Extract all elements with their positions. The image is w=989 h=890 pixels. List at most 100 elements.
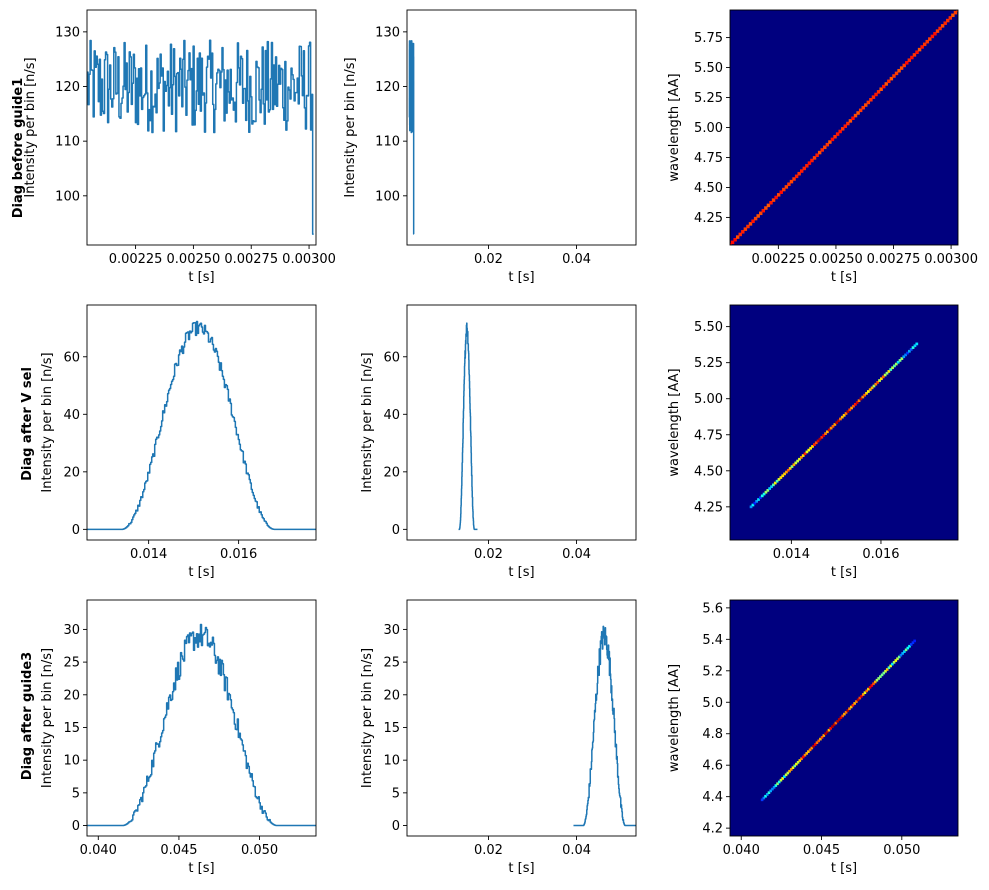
heatmap-cell xyxy=(779,190,783,194)
heatmap-cell xyxy=(904,353,907,357)
heatmap-cell xyxy=(850,406,853,410)
heatmap-cell xyxy=(911,641,915,645)
heatmap-cell xyxy=(877,677,880,680)
x-axis-label: t [s] xyxy=(188,565,214,580)
heatmap-cell xyxy=(889,664,892,668)
heatmap-cell xyxy=(811,445,814,448)
heatmap-cell xyxy=(825,142,830,147)
heatmap-cell xyxy=(807,750,810,753)
subplot-row2-col2: 0.02 0.04 0 20 40 60 t [s] Intensity per bin [n… xyxy=(360,304,637,580)
heatmap-cell xyxy=(777,478,781,481)
heatmap-cell xyxy=(831,424,835,428)
y-tick-label: 4.25 xyxy=(694,500,723,515)
heatmap-cell xyxy=(764,490,768,494)
heatmap-cells xyxy=(749,342,919,509)
heatmap-cell xyxy=(853,402,857,406)
heatmap-cell xyxy=(871,95,876,99)
x-axis-label: t [s] xyxy=(831,270,857,285)
y-axis-label: wavelength [AA] xyxy=(667,73,682,181)
y-axis-label: Intensity per bin [n/s] xyxy=(23,57,38,197)
heatmap-cell xyxy=(783,775,786,778)
heatmap-cell xyxy=(889,76,894,81)
y-tick-label: 4.8 xyxy=(702,727,723,742)
x-tick-label: 0.04 xyxy=(562,547,591,562)
heatmap-cell xyxy=(827,728,831,732)
heatmap-cell xyxy=(872,384,876,388)
heatmap-cell xyxy=(887,666,891,670)
heatmap-cell xyxy=(798,457,801,461)
heatmap-cell xyxy=(876,381,880,384)
y-tick-label: 5.6 xyxy=(702,601,723,616)
series-line xyxy=(457,322,479,531)
heatmap-cell xyxy=(800,757,803,761)
heatmap-cell xyxy=(796,459,799,463)
heatmap-cell xyxy=(851,703,855,707)
heatmap-cell xyxy=(830,137,835,142)
heatmap-cell xyxy=(880,673,884,677)
y-tick-label: 0 xyxy=(392,523,400,538)
heatmap-cell xyxy=(787,182,791,187)
heatmap-cell xyxy=(797,171,801,176)
x-tick-label: 0.00250 xyxy=(809,252,863,267)
heatmap-cell xyxy=(824,432,827,435)
heatmap-cell xyxy=(864,103,868,107)
heatmap-cell xyxy=(786,771,790,775)
heatmap-cell xyxy=(861,395,865,399)
y-tick-label: 120 xyxy=(375,80,400,95)
heatmap-cell xyxy=(920,45,924,49)
y-tick-label: 4.25 xyxy=(694,211,723,226)
heatmap-cell xyxy=(769,201,773,205)
heatmap-cell xyxy=(875,678,879,682)
row-title-2-text: Diag after V sel xyxy=(20,367,35,481)
heatmap-cell xyxy=(922,42,927,47)
y-tick-label: 4.75 xyxy=(694,151,723,166)
heatmap-cell xyxy=(894,362,898,366)
heatmap-cell xyxy=(839,417,842,421)
heatmap-cells xyxy=(760,639,916,802)
heatmap-cell xyxy=(837,718,841,721)
x-tick-label: 0.00250 xyxy=(167,252,221,267)
heatmap-cell xyxy=(794,461,798,465)
plot-frame xyxy=(406,599,637,837)
y-axis-label: Intensity per bin [n/s] xyxy=(40,352,55,492)
x-tick-label: 0.00225 xyxy=(109,252,163,267)
heatmap-cell xyxy=(795,762,798,766)
heatmap-cell xyxy=(755,499,759,503)
heatmap-cell xyxy=(822,734,826,737)
heatmap-cell xyxy=(766,489,770,492)
subplot-row3-col1: 0.040 0.045 0.050 0 5 10 15 20 25 30 t [s] Intensit… xyxy=(40,599,317,876)
y-tick-label: 20 xyxy=(63,465,80,480)
heatmap-cell xyxy=(892,74,896,78)
heatmap-cell xyxy=(909,643,913,646)
heatmap-cell xyxy=(766,203,771,208)
heatmap-cell xyxy=(873,680,877,684)
heatmap-cell xyxy=(835,421,839,424)
heatmap-cell xyxy=(889,368,893,371)
heatmap-cell xyxy=(792,463,796,467)
y-tick-label: 60 xyxy=(383,350,400,365)
heatmap-cell xyxy=(909,348,913,351)
heatmap-cell xyxy=(863,393,867,397)
subplot-row2-col1: 0.014 0.016 0 20 40 60 t [s] Intensity per bin … xyxy=(40,304,317,580)
heatmap-cell xyxy=(828,140,832,144)
heatmap-cell xyxy=(798,759,802,762)
heatmap-cell xyxy=(759,211,763,216)
heatmap-cell xyxy=(781,777,784,780)
x-tick-label: 0.00225 xyxy=(751,252,805,267)
y-tick-label: 5.25 xyxy=(694,91,723,106)
heatmap-cell xyxy=(884,82,888,86)
y-tick-label: 20 xyxy=(383,465,400,480)
heatmap-cell xyxy=(829,426,833,430)
heatmap-cell xyxy=(751,503,755,507)
y-tick-label: 5.2 xyxy=(702,664,723,679)
x-tick-label: 0.050 xyxy=(883,843,920,858)
heatmap-cell xyxy=(793,764,796,768)
heatmap-cell xyxy=(894,71,899,76)
heatmap-cell xyxy=(819,737,822,741)
heatmap-cell xyxy=(839,716,843,720)
heatmap-cell xyxy=(848,408,852,412)
heatmap-cell xyxy=(885,668,889,671)
heatmap-cell xyxy=(930,34,935,39)
heatmap-cell xyxy=(768,487,772,490)
heatmap-cell xyxy=(857,399,861,403)
